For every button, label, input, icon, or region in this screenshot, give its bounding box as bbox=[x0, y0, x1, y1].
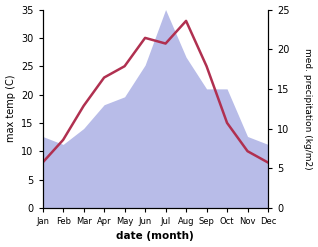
X-axis label: date (month): date (month) bbox=[116, 231, 194, 242]
Y-axis label: med. precipitation (kg/m2): med. precipitation (kg/m2) bbox=[303, 48, 313, 169]
Y-axis label: max temp (C): max temp (C) bbox=[5, 75, 16, 143]
